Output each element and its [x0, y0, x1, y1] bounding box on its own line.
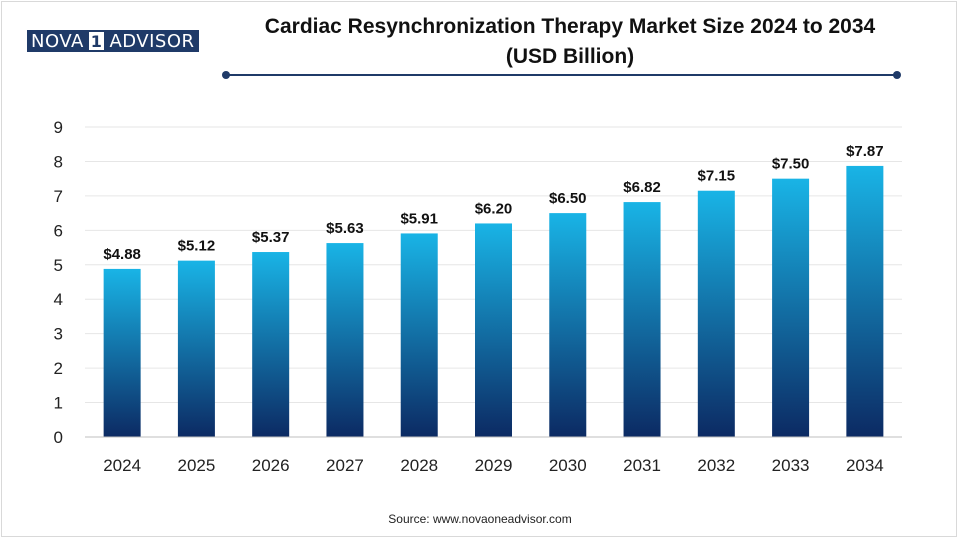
logo-text-nova: NOVA [27, 30, 87, 52]
data-label-2032: $7.15 [698, 168, 736, 185]
chart-title-block: Cardiac Resynchronization Therapy Market… [200, 12, 940, 72]
bar-2032 [697, 190, 735, 437]
chart-subtitle: (USD Billion) [505, 45, 635, 68]
bar-2033 [772, 178, 810, 437]
x-tick-label-2025: 2025 [177, 456, 215, 475]
bar-2031 [623, 202, 661, 437]
title-underline [226, 74, 898, 76]
y-tick-label: 0 [54, 428, 63, 447]
brand-logo: NOVA 1 ADVISOR [27, 30, 199, 52]
y-tick-label: 2 [54, 359, 63, 378]
bar-2028 [400, 233, 438, 437]
data-label-2034: $7.87 [846, 143, 884, 160]
data-label-2025: $5.12 [178, 238, 216, 255]
bar-2024 [103, 268, 141, 437]
x-tick-label-2028: 2028 [400, 456, 438, 475]
y-tick-label: 8 [54, 152, 63, 171]
title-underline-dot-right [893, 71, 901, 79]
x-tick-label-2027: 2027 [326, 456, 364, 475]
title-underline-dot-left [222, 71, 230, 79]
y-tick-label: 6 [54, 221, 63, 240]
y-tick-label: 9 [54, 118, 63, 137]
x-tick-label-2033: 2033 [772, 456, 810, 475]
bar-2034 [846, 165, 884, 437]
x-tick-label-2031: 2031 [623, 456, 661, 475]
data-label-2031: $6.82 [623, 179, 661, 196]
bar-2027 [326, 243, 364, 437]
logo-text-advisor: ADVISOR [106, 30, 199, 52]
y-tick-label: 7 [54, 187, 63, 206]
data-label-2027: $5.63 [326, 220, 364, 237]
y-tick-label: 5 [54, 256, 63, 275]
bar-2030 [549, 213, 587, 437]
bars [103, 165, 884, 437]
bar-2026 [252, 252, 290, 437]
data-label-2026: $5.37 [252, 229, 290, 246]
source-note: Source: www.novaoneadvisor.com [388, 512, 572, 526]
data-label-2028: $5.91 [400, 210, 438, 227]
x-tick-label-2030: 2030 [549, 456, 587, 475]
bar-2029 [475, 223, 512, 437]
data-label-2030: $6.50 [549, 190, 587, 207]
y-tick-label: 3 [54, 325, 63, 344]
data-label-2033: $7.50 [772, 156, 810, 173]
data-label-2024: $4.88 [103, 246, 141, 263]
axes: 0 1 2 3 4 5 6 7 8 9 2024 2025 2026 2027 2028 2029 2030 20… [54, 118, 902, 475]
data-labels: $4.88 $5.12 $5.37 $5.63 $5.91 $6.20 $6.50 $6.82… [103, 143, 883, 263]
logo-text-one: 1 [86, 30, 107, 52]
y-tick-label: 1 [54, 394, 63, 413]
data-label-2029: $6.20 [475, 200, 513, 217]
y-tick-label: 4 [54, 290, 63, 309]
x-tick-label-2029: 2029 [475, 456, 513, 475]
bar-2025 [177, 260, 215, 437]
x-tick-label-2034: 2034 [846, 456, 884, 475]
chart-title: Cardiac Resynchronization Therapy Market… [264, 15, 876, 38]
x-tick-label-2024: 2024 [103, 456, 141, 475]
x-tick-label-2026: 2026 [252, 456, 290, 475]
x-tick-label-2032: 2032 [697, 456, 735, 475]
